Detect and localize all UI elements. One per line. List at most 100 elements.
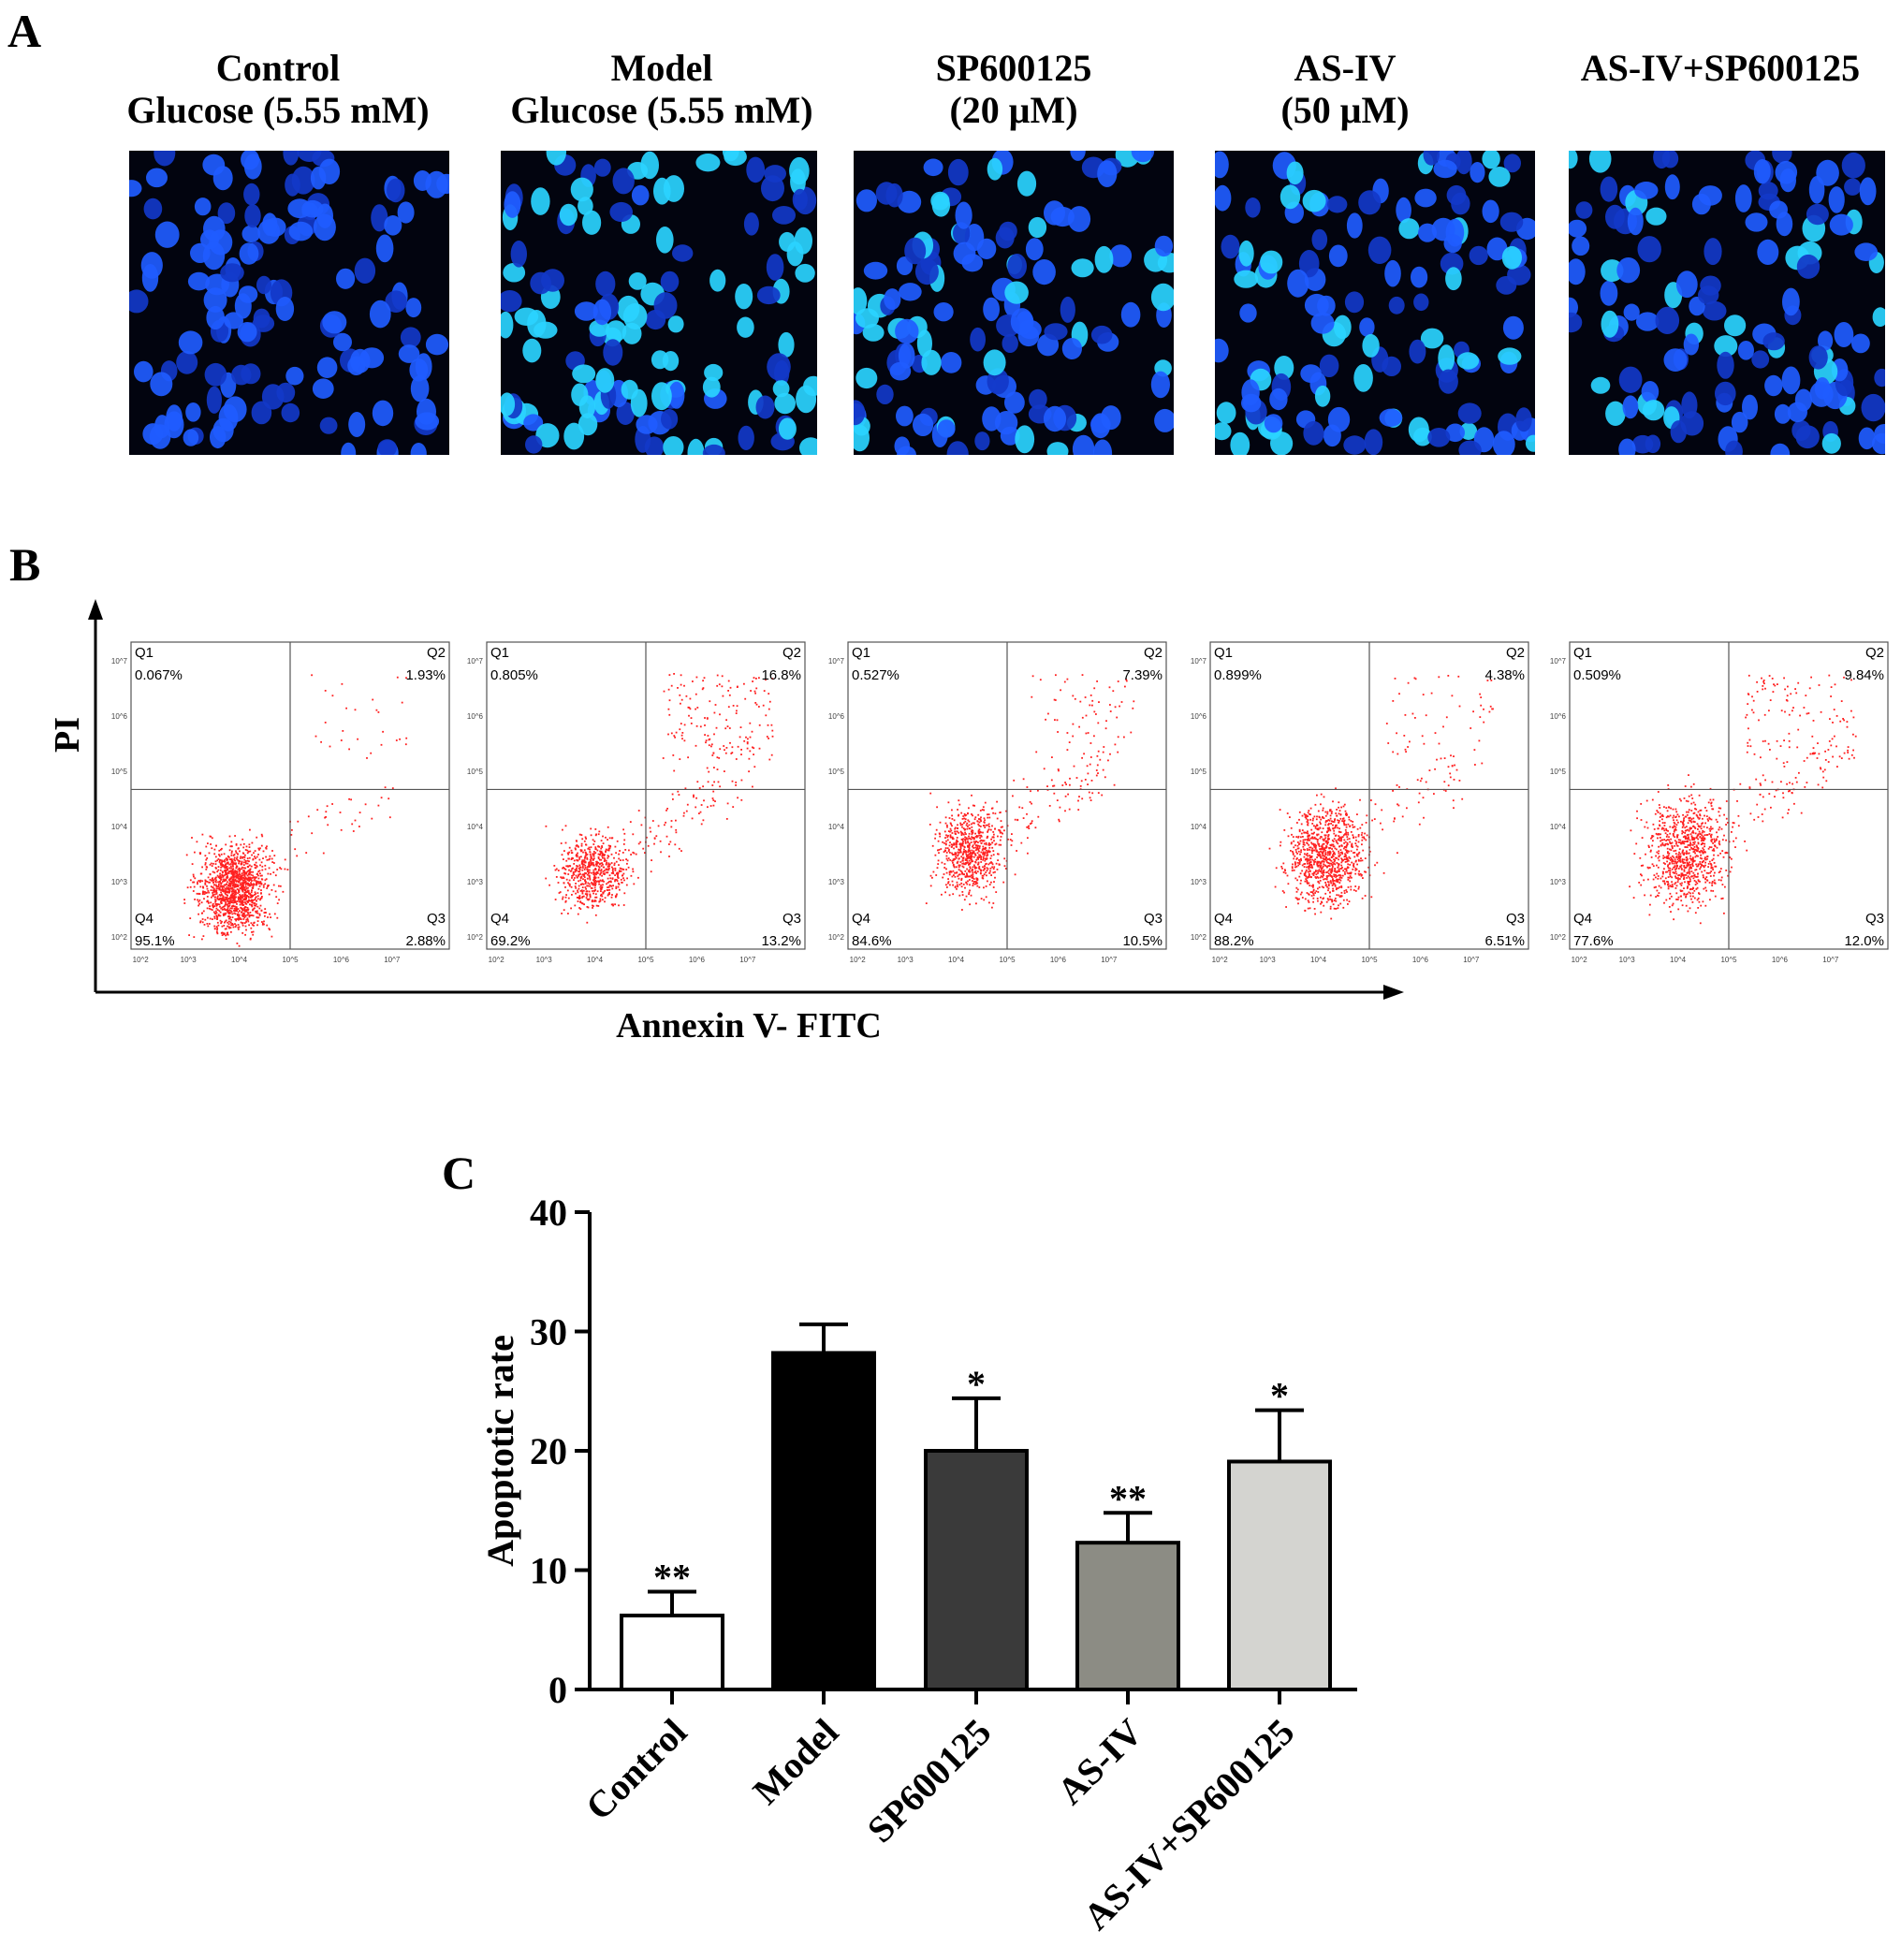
- cell-nucleus: [1704, 238, 1722, 266]
- cell-nucleus: [1413, 293, 1429, 312]
- column-title-line-1: AS-IV: [1294, 47, 1397, 89]
- cell-nucleus: [313, 213, 336, 241]
- cell-nucleus: [1758, 182, 1778, 200]
- cell-nucleus: [795, 263, 815, 283]
- cell-nucleus: [1782, 287, 1800, 316]
- quadrant-value-q3: 13.2%: [761, 933, 801, 949]
- cell-nucleus: [766, 254, 784, 281]
- cell-nucleus: [501, 392, 516, 417]
- cell-nucleus: [660, 271, 680, 293]
- panel-b-x-axis-title: Annexin V- FITC: [616, 1006, 882, 1046]
- cell-nucleus: [1028, 216, 1047, 239]
- cell-nucleus: [1874, 368, 1885, 388]
- cell-nucleus: [1319, 354, 1339, 377]
- cell-nucleus: [863, 261, 888, 280]
- cell-nucleus: [895, 318, 919, 344]
- cell-nucleus: [970, 327, 986, 352]
- cell-nucleus: [369, 300, 391, 329]
- cell-nucleus: [1333, 314, 1352, 340]
- cell-nucleus: [504, 191, 521, 218]
- cell-nucleus: [667, 315, 684, 333]
- cell-nucleus: [1488, 167, 1511, 187]
- y-tick-label: 10^4: [828, 823, 845, 831]
- y-axis-title: Apoptotic rate: [479, 1335, 521, 1567]
- cell-nucleus: [1859, 177, 1877, 206]
- panel-a-letter: A: [7, 5, 42, 57]
- cell-nucleus: [1501, 245, 1522, 270]
- cell-nucleus: [772, 206, 796, 225]
- x-tick-label: 10^3: [1260, 956, 1277, 964]
- cell-nucleus: [1645, 207, 1667, 226]
- x-tick-label: 10^7: [1822, 956, 1839, 964]
- x-tick-label: 10^2: [850, 956, 867, 964]
- cell-nucleus: [974, 431, 990, 451]
- quadrant-value-q1: 0.899%: [1214, 667, 1262, 683]
- cell-nucleus: [999, 221, 1017, 241]
- cell-nucleus: [319, 417, 338, 434]
- column-title-line-1: Control: [215, 47, 341, 89]
- cell-nucleus: [578, 413, 598, 436]
- quadrant-value-q3: 6.51%: [1484, 933, 1525, 949]
- cell-nucleus: [525, 435, 543, 454]
- significance-marker: *: [967, 1363, 986, 1405]
- quadrant-label-q3: Q3: [427, 911, 446, 927]
- column-title-line-2: (20 μM): [949, 89, 1078, 131]
- cell-nucleus: [206, 305, 225, 330]
- cell-nucleus: [976, 238, 997, 259]
- cell-nucleus: [1616, 257, 1641, 284]
- cell-nucleus: [1486, 237, 1508, 261]
- cell-nucleus: [1796, 254, 1821, 279]
- cell-nucleus: [687, 438, 705, 455]
- cell-nucleus: [384, 215, 402, 236]
- cell-nucleus: [702, 444, 725, 455]
- cell-nucleus: [514, 307, 539, 326]
- hoechst-staining-image: [854, 151, 1174, 455]
- cell-nucleus: [672, 244, 694, 262]
- cell-nucleus: [1060, 296, 1075, 323]
- cell-nucleus: [310, 167, 327, 190]
- cell-nucleus: [1408, 417, 1429, 443]
- y-tick-label: 10^7: [1191, 657, 1207, 666]
- cell-nucleus: [904, 237, 927, 265]
- cell-nucleus: [778, 331, 795, 358]
- cell-nucleus: [1007, 254, 1027, 279]
- panel-a-column-title: AS-IV (50 μM): [1148, 47, 1542, 131]
- cell-nucleus: [1343, 435, 1367, 455]
- cell-nucleus: [1398, 218, 1420, 240]
- cell-nucleus: [930, 191, 950, 211]
- cell-nucleus: [1346, 212, 1363, 239]
- cell-nucleus: [1303, 420, 1324, 446]
- cell-nucleus: [663, 436, 684, 455]
- cell-nucleus: [1097, 160, 1118, 187]
- cell-nucleus: [1605, 401, 1626, 426]
- cell-nucleus: [1502, 315, 1524, 340]
- cell-nucleus: [1622, 395, 1639, 419]
- cell-nucleus: [1327, 196, 1348, 213]
- x-tick-label: 10^6: [333, 956, 350, 964]
- cell-nucleus: [377, 439, 397, 455]
- cell-nucleus: [1150, 283, 1174, 312]
- cell-nucleus: [661, 409, 679, 430]
- x-tick-label: 10^5: [637, 956, 654, 964]
- cell-nucleus: [1382, 356, 1401, 376]
- cell-nucleus: [755, 395, 775, 419]
- cell-nucleus: [1433, 159, 1457, 179]
- cell-nucleus: [1427, 428, 1451, 447]
- cell-nucleus: [1101, 405, 1121, 431]
- cell-nucleus: [1446, 184, 1467, 206]
- cell-nucleus: [1109, 244, 1133, 268]
- cell-nucleus: [1046, 442, 1069, 455]
- cell-nucleus: [281, 402, 300, 423]
- x-tick-label: Control: [578, 1711, 695, 1829]
- y-tick-label: 10^4: [1191, 823, 1207, 831]
- cell-nucleus: [1420, 328, 1444, 349]
- panel-a-column-title: Control Glucose (5.55 mM): [81, 47, 475, 131]
- event-dots: [183, 674, 408, 947]
- cell-nucleus: [1627, 207, 1644, 236]
- cell-nucleus: [176, 350, 198, 374]
- quadrant-label-q3: Q3: [1865, 911, 1884, 927]
- cell-nucleus: [1015, 425, 1035, 454]
- cell-nucleus: [1525, 434, 1535, 452]
- cell-nucleus: [244, 204, 261, 228]
- cell-nucleus: [1590, 376, 1611, 394]
